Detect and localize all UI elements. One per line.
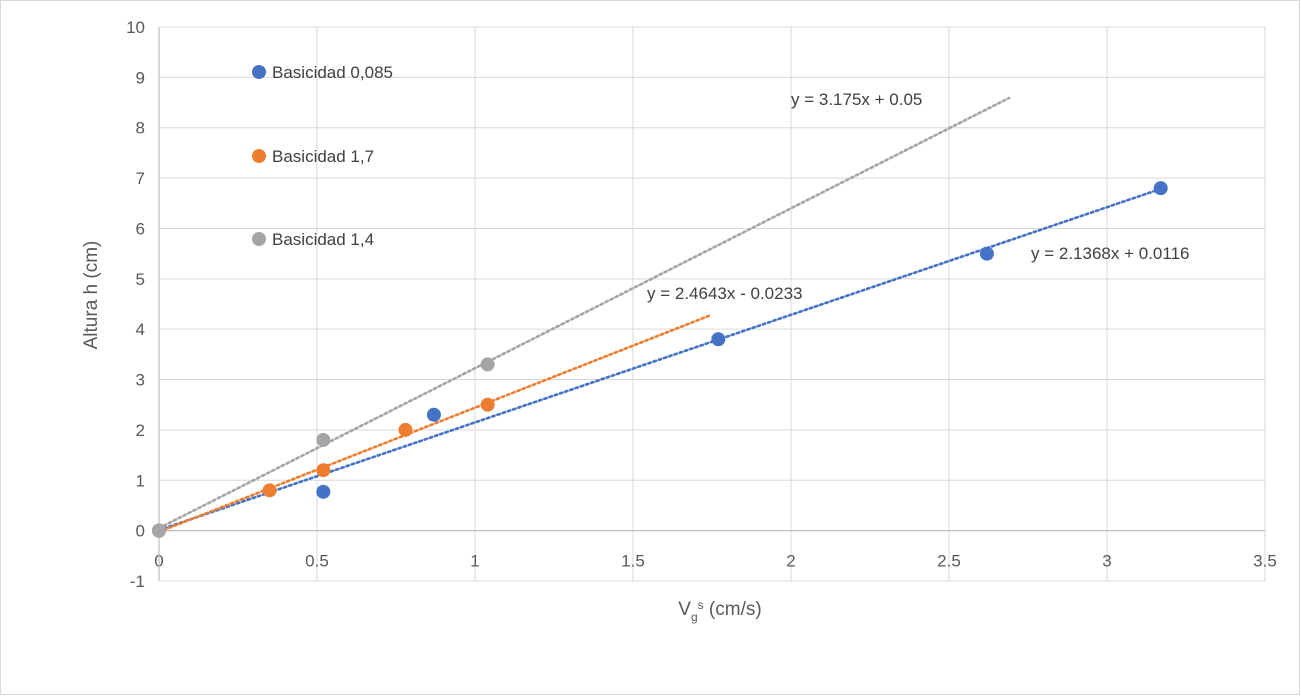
point-layer [152, 181, 1168, 538]
data-point-series-3 [152, 523, 166, 538]
data-point-series-2 [262, 483, 277, 498]
x-tick-label: 2 [786, 552, 795, 571]
axis-layer: -101234567891000.511.522.533.5 [126, 18, 1277, 591]
x-tick-label: 1 [470, 552, 479, 571]
y-tick-label: 7 [136, 169, 145, 188]
legend-marker-1 [252, 65, 266, 79]
y-tick-label: 1 [136, 471, 145, 490]
x-tick-label: 3 [1102, 552, 1111, 571]
trendline-equation-3: y = 3.175x + 0.05 [791, 90, 922, 109]
x-axis-title-unit: (cm/s) [704, 599, 762, 620]
trendline-equation-2: y = 2.4643x - 0.0233 [647, 284, 802, 303]
x-axis-title-base: V [678, 599, 691, 620]
y-axis-title: Altura h (cm) [81, 241, 102, 350]
x-tick-label: 1.5 [621, 552, 645, 571]
y-tick-label: 8 [136, 119, 145, 138]
x-tick-label: 2.5 [937, 552, 961, 571]
legend-marker-2 [252, 149, 266, 163]
y-tick-label: 9 [136, 68, 145, 87]
y-tick-label: 3 [136, 371, 145, 390]
x-tick-label: 3.5 [1253, 552, 1277, 571]
legend-label-2: Basicidad 1,7 [272, 147, 374, 166]
data-point-series-1 [979, 246, 994, 261]
x-axis-title-sub: g [691, 610, 698, 624]
legend-label-3: Basicidad 1,4 [272, 230, 374, 249]
legend-label-1: Basicidad 0,085 [272, 63, 393, 82]
legend: Basicidad 0,085 Basicidad 1,7 Basicidad 1,… [252, 63, 393, 249]
x-tick-label: 0.5 [305, 552, 329, 571]
data-point-series-2 [398, 422, 413, 437]
y-tick-label: 10 [126, 18, 145, 37]
data-point-series-3 [316, 432, 331, 447]
y-tick-label: -1 [130, 572, 145, 591]
label-layer: y = 2.1368x + 0.0116 y = 2.4643x - 0.0233… [647, 90, 1189, 303]
y-tick-label: 0 [136, 522, 145, 541]
data-point-series-2 [316, 463, 331, 478]
trendline-2 [157, 314, 711, 534]
trendline-equation-1: y = 2.1368x + 0.0116 [1031, 244, 1189, 263]
trendline-3 [157, 96, 1011, 530]
data-point-series-1 [426, 407, 441, 422]
y-tick-label: 6 [136, 219, 145, 238]
data-point-series-1 [711, 332, 726, 347]
data-point-series-3 [480, 357, 495, 372]
y-tick-label: 2 [136, 421, 145, 440]
y-tick-label: 5 [136, 270, 145, 289]
data-point-series-1 [1153, 181, 1168, 196]
x-axis-title: Vgs (cm/s) [678, 598, 761, 624]
x-axis-title-sup: s [698, 598, 704, 612]
data-point-series-1 [316, 484, 331, 499]
data-point-series-2 [480, 397, 495, 412]
y-tick-label: 4 [136, 320, 145, 339]
legend-marker-3 [252, 232, 266, 246]
